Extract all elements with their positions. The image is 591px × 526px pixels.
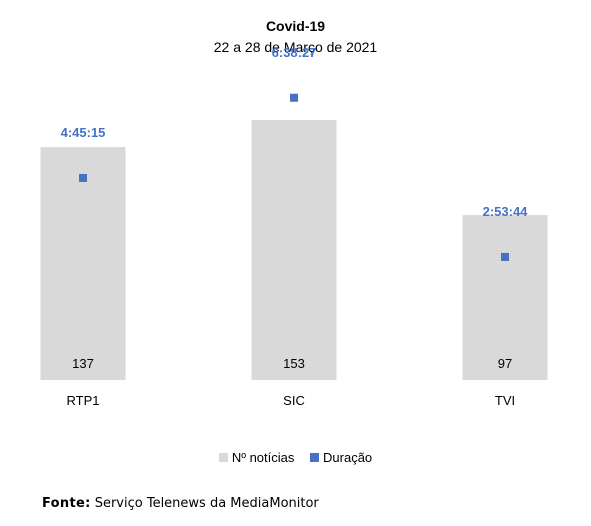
bar-rtp1 [40,147,126,380]
legend-label-markers: Duração [323,450,373,465]
source-label: Fonte: [42,496,91,511]
bar-value-label-tvi: 97 [498,356,512,371]
legend-swatch-markers [310,453,320,462]
source-text: Serviço Telenews da MediaMonitor [90,496,319,511]
duration-label-tvi: 2:53:44 [483,204,529,219]
legend-item-bars: Nº notícias [218,450,295,465]
chart-subtitle: 22 a 28 de Março de 2021 [213,39,378,55]
bar-value-label-rtp1: 137 [72,356,94,371]
duration-marker-sic [290,93,298,102]
duration-marker-rtp1 [79,173,87,182]
bar-value-label-sic: 153 [283,356,305,371]
bar-tvi [462,215,548,380]
duration-label-sic: 6:38:27 [272,45,317,60]
chart-legend: Nº notícias Duração [0,450,591,465]
legend-label-bars: Nº notícias [231,450,295,465]
chart-title: Covid-19 [265,18,326,34]
x-tick-label-tvi: TVI [495,393,515,408]
duration-label-rtp1: 4:45:15 [61,125,106,140]
source-note: Fonte: Serviço Telenews da MediaMonitor [42,496,319,511]
x-tick-label-rtp1: RTP1 [67,393,100,408]
bar-sic [251,119,337,381]
x-tick-label-sic: SIC [283,393,305,408]
legend-item-markers: Duração [310,450,372,465]
duration-marker-tvi [501,252,509,261]
legend-swatch-bars [218,453,228,462]
